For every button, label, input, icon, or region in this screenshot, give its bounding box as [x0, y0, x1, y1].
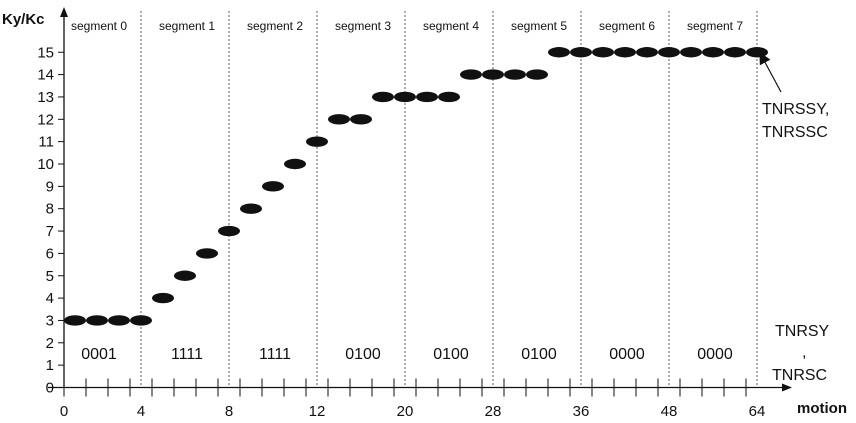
x-tick-label: 12 — [309, 403, 326, 420]
data-point — [746, 47, 768, 58]
y-tick-label: 5 — [46, 268, 54, 285]
data-point — [592, 47, 614, 58]
data-point — [372, 91, 394, 103]
x-axis: 0 4 8 12 20 28 36 48 64 — [48, 378, 792, 420]
data-point — [460, 69, 482, 80]
segment-dividers — [140, 11, 758, 388]
x-tick-label: 8 — [225, 403, 233, 420]
y-tick-label: 11 — [38, 134, 54, 151]
data-point — [680, 47, 702, 58]
annotation-arrow — [759, 51, 782, 93]
y-axis: 0123456789101112131415 — [37, 7, 68, 397]
y-tick-label: 2 — [46, 335, 54, 352]
segment-code-label: 0100 — [345, 346, 381, 363]
data-point — [306, 136, 328, 147]
segment-label: segment 0 — [71, 19, 127, 33]
x-tick-label: 48 — [661, 403, 678, 420]
data-point — [658, 47, 680, 58]
segment-code-label: 1111 — [259, 346, 291, 363]
code-labels: 0001 1111 1111 0100 0100 0100 0000 0000 — [81, 346, 733, 363]
x-tick-label: 36 — [573, 403, 590, 420]
segment-code-label: 1111 — [171, 346, 203, 363]
data-points — [64, 47, 768, 326]
segment-label: segment 2 — [247, 19, 303, 33]
x-axis-arrow — [782, 383, 792, 392]
data-point — [482, 69, 504, 80]
segment-label: segment 6 — [599, 19, 655, 33]
data-point — [262, 181, 284, 192]
y-axis-arrow — [60, 7, 68, 17]
data-point — [416, 91, 438, 103]
data-point — [196, 248, 218, 259]
y-tick-label: 1 — [46, 357, 54, 374]
annotation-tnrssc: TNRSSC — [762, 124, 828, 141]
y-tick-label: 9 — [46, 178, 54, 195]
segment-code-label: 0001 — [81, 346, 117, 363]
segment-label: segment 1 — [159, 19, 215, 33]
data-point — [218, 225, 240, 237]
data-point — [108, 315, 130, 326]
data-point — [240, 203, 262, 214]
y-tick-label: 14 — [37, 67, 54, 84]
segment-code-label: 0100 — [521, 346, 557, 363]
y-tick-label: 8 — [46, 201, 54, 218]
data-point — [130, 315, 152, 326]
data-point — [86, 315, 108, 326]
segment-code-label: 0000 — [609, 346, 645, 363]
annotation-comma: , — [802, 344, 806, 361]
data-point — [636, 47, 658, 58]
y-tick-label: 12 — [37, 111, 54, 128]
data-point — [702, 47, 724, 58]
y-tick-label: 4 — [46, 290, 54, 307]
y-axis-title: Ky/Kc — [2, 11, 45, 28]
segment-label: segment 7 — [687, 19, 743, 33]
x-tick-label: 4 — [137, 403, 145, 420]
data-point — [526, 69, 548, 80]
data-point — [724, 47, 746, 58]
segment-label: segment 3 — [335, 19, 391, 33]
segment-code-label: 0000 — [697, 346, 733, 363]
data-point — [394, 91, 416, 103]
data-point — [328, 114, 350, 125]
x-tick-label: 64 — [749, 403, 766, 420]
y-tick-label: 13 — [37, 89, 54, 106]
data-point — [548, 47, 570, 58]
data-point — [614, 47, 636, 58]
data-point — [570, 47, 592, 58]
data-point — [64, 315, 86, 326]
segment-label: segment 4 — [423, 19, 479, 33]
annotation-tnrsy: TNRSY — [775, 323, 830, 340]
segment-label: segment 5 — [511, 19, 567, 33]
data-point — [438, 91, 460, 103]
x-axis-title: motion — [797, 400, 847, 417]
x-tick-label: 28 — [485, 403, 502, 420]
data-point — [350, 114, 372, 125]
data-point — [504, 69, 526, 80]
x-tick-label: 0 — [60, 403, 68, 420]
data-point — [284, 158, 306, 170]
y-tick-label: 3 — [46, 312, 54, 329]
x-tick-label: 20 — [397, 403, 414, 420]
segment-code-label: 0100 — [433, 346, 469, 363]
annotation-tnrssy: TNRSSY, — [762, 101, 829, 118]
y-tick-label: 10 — [37, 156, 54, 173]
y-tick-label: 6 — [46, 245, 54, 262]
y-tick-label: 7 — [46, 223, 54, 240]
segment-labels: segment 0 segment 1 segment 2 segment 3 segm… — [71, 19, 743, 33]
data-point — [152, 292, 174, 304]
annotation-tnrsc: TNRSC — [772, 367, 827, 384]
y-tick-label: 15 — [37, 44, 54, 61]
data-point — [174, 270, 196, 281]
